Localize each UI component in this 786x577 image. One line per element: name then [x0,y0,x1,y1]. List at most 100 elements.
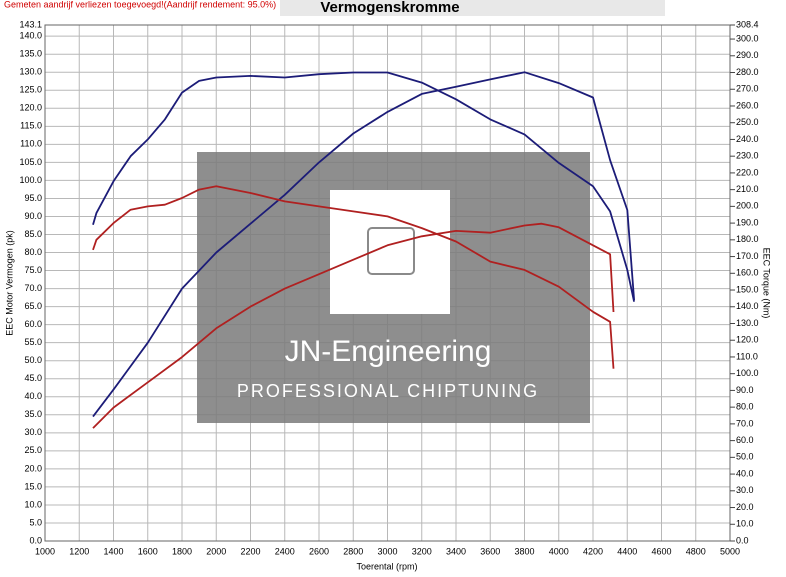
series-line [92,185,615,369]
y-tick-label: 60.0 [24,319,42,329]
x-tick-label: 1000 [35,546,55,556]
x-tick-label: 3200 [412,546,432,556]
x-tick-label: 4800 [686,546,706,556]
watermark: JN-Engineering PROFESSIONAL CHIPTUNING [197,152,590,423]
series-line [92,71,635,302]
x-tick-label: 2800 [343,546,363,556]
y2-tick-label: 308.4 [736,19,759,29]
y2-axis-title: EEC Torque (Nm) [762,248,772,319]
y-tick-label: 10.0 [24,499,42,509]
x-tick-label: 2600 [309,546,329,556]
x-tick-label: 4400 [617,546,637,556]
y2-tick-label: 0.0 [736,535,749,545]
y-tick-label: 45.0 [24,373,42,383]
y2-tick-label: 300.0 [736,33,759,43]
y-tick-label: 140.0 [19,31,42,41]
y2-tick-label: 100.0 [736,368,759,378]
y2-tick-label: 270.0 [736,84,759,94]
x-tick-label: 3600 [480,546,500,556]
y2-tick-label: 280.0 [736,67,759,77]
x-tick-label: 2000 [206,546,226,556]
y2-tick-label: 180.0 [736,234,759,244]
x-tick-label: 1400 [103,546,123,556]
y2-tick-label: 10.0 [736,519,754,529]
title-strip [280,0,665,16]
y-tick-label: 0.0 [29,535,42,545]
x-tick-label: 4600 [651,546,671,556]
x-tick-label: 1200 [69,546,89,556]
y-tick-label: 15.0 [24,481,42,491]
y2-tick-label: 30.0 [736,485,754,495]
y2-tick-label: 220.0 [736,167,759,177]
series-line [92,222,615,429]
y-axis-title: EEC Motor Vermogen (pk) [4,230,14,336]
y-tick-label: 100.0 [19,175,42,185]
y-tick-label: 80.0 [24,247,42,257]
y-tick-label: 120.0 [19,103,42,113]
y2-tick-label: 250.0 [736,117,759,127]
y2-tick-label: 70.0 [736,418,754,428]
y2-tick-label: 170.0 [736,251,759,261]
watermark-title: JN-Engineering [285,335,492,368]
y2-tick-label: 110.0 [736,351,758,361]
plot-frame [44,24,731,542]
y-tick-label: 115.0 [20,121,42,131]
y-tick-label: 25.0 [24,445,42,455]
y-tick-label: 105.0 [19,157,42,167]
y2-tick-label: 260.0 [736,100,759,110]
x-tick-label: 3000 [377,546,397,556]
y-tick-label: 90.0 [24,211,42,221]
y-tick-label: 35.0 [24,409,42,419]
y-tick-label: 30.0 [24,427,42,437]
y-tick-label: 40.0 [24,391,42,401]
y2-tick-label: 120.0 [736,335,759,345]
y2-tick-label: 210.0 [736,184,759,194]
y2-tick-label: 290.0 [736,50,759,60]
y-tick-label: 85.0 [24,229,42,239]
x-axis-title: Toerental (rpm) [356,561,417,571]
y-tick-label: 20.0 [24,463,42,473]
y-tick-label: 5.0 [29,517,42,527]
series-line [92,71,635,418]
x-tick-label: 1600 [138,546,158,556]
y-tick-label: 143.1 [19,19,42,29]
y2-tick-label: 160.0 [736,268,759,278]
x-tick-label: 5000 [720,546,740,556]
y-tick-label: 110.0 [20,139,42,149]
x-tick-label: 2400 [275,546,295,556]
chart-title: Vermogenskromme [320,0,459,16]
logo-chip [367,227,415,275]
y2-tick-label: 140.0 [736,301,759,311]
y2-tick-label: 200.0 [736,201,759,211]
y2-tick-label: 90.0 [736,385,754,395]
y2-tick-label: 150.0 [736,284,759,294]
x-tick-label: 4200 [583,546,603,556]
y2-tick-label: 60.0 [736,435,754,445]
y2-tick-label: 50.0 [736,452,754,462]
y-tick-label: 130.0 [19,67,42,77]
y-tick-label: 135.0 [19,49,42,59]
y2-tick-label: 240.0 [736,134,759,144]
y-tick-label: 55.0 [24,337,42,347]
y-tick-label: 50.0 [24,355,42,365]
note: Gemeten aandrijf verliezen toegevoegd!(A… [4,0,276,9]
y-tick-label: 70.0 [24,283,42,293]
x-tick-label: 1800 [172,546,192,556]
y2-tick-label: 40.0 [736,468,754,478]
y2-tick-label: 230.0 [736,151,759,161]
y-tick-label: 95.0 [24,193,42,203]
x-tick-label: 3800 [514,546,534,556]
x-tick-label: 2200 [240,546,260,556]
y2-tick-label: 130.0 [736,318,759,328]
logo [330,190,450,314]
watermark-subtitle: PROFESSIONAL CHIPTUNING [237,381,539,401]
x-tick-label: 4000 [549,546,569,556]
y-tick-label: 65.0 [24,301,42,311]
y2-tick-label: 190.0 [736,217,759,227]
y2-tick-label: 80.0 [736,402,754,412]
x-tick-label: 3400 [446,546,466,556]
y-tick-label: 75.0 [24,265,42,275]
y-tick-label: 125.0 [19,85,42,95]
y2-tick-label: 20.0 [736,502,754,512]
